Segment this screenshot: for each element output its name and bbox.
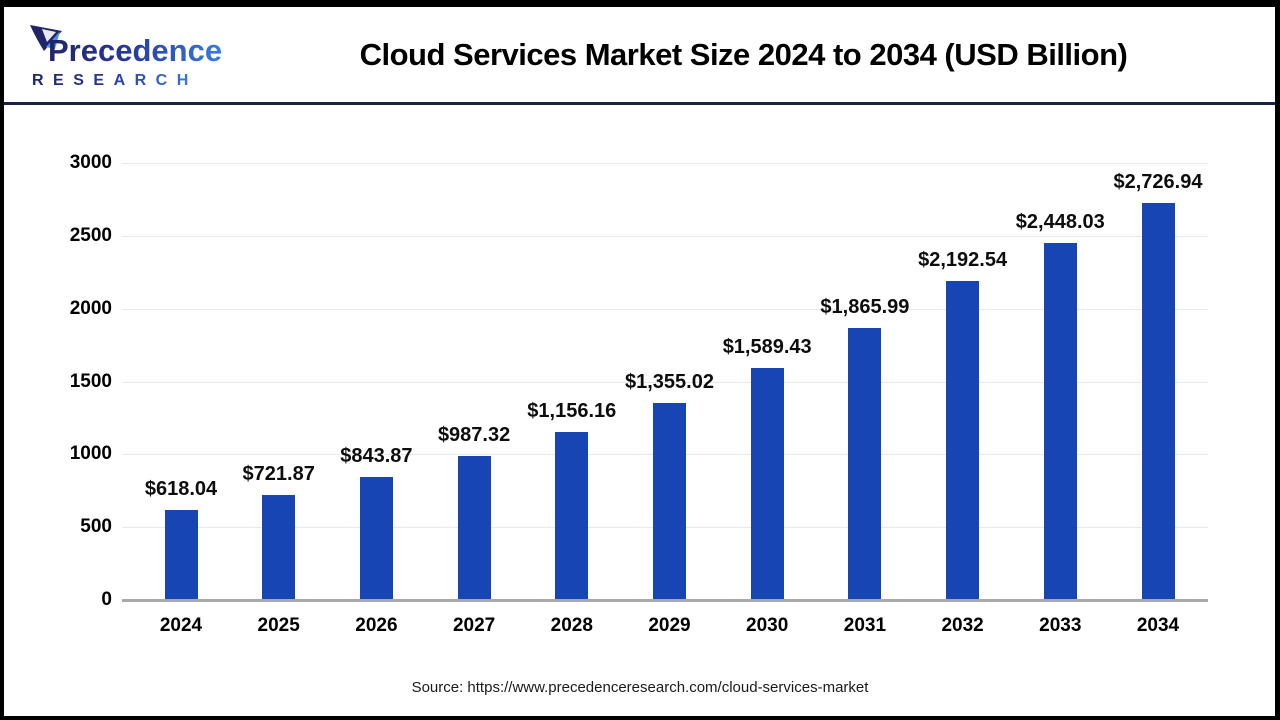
x-tick-label: 2034 (1136, 615, 1180, 636)
bar-2026 (359, 477, 393, 599)
x-tick-label: 2028 (550, 615, 593, 636)
bar-2025 (262, 494, 296, 599)
precedence-research-logo: Precedence RESEARCH (30, 25, 222, 89)
bar-value-label: $1,355.02 (625, 370, 714, 393)
bar-2033 (1043, 243, 1077, 599)
x-tick-label: 2033 (1039, 615, 1082, 636)
bar-2030 (750, 368, 784, 599)
x-tick-label: 2030 (746, 615, 789, 636)
bar-2028 (555, 431, 589, 599)
x-tick-label: 2027 (452, 615, 496, 636)
bar-value-label: $618.04 (144, 477, 218, 500)
bar-value-label: $1,865.99 (820, 296, 910, 319)
bar-value-label: $1,589.43 (722, 336, 812, 359)
bar-value-label: $843.87 (340, 445, 413, 468)
chart-title: Cloud Services Market Size 2024 to 2034 … (359, 37, 1128, 72)
bar-value-label: $1,156.16 (527, 399, 617, 422)
bar-value-label: $2,192.54 (918, 248, 1008, 271)
bar-2031 (848, 328, 882, 599)
bar-2034 (1141, 202, 1175, 599)
y-tick-label: 3000 (69, 152, 112, 173)
chart-header: Precedence RESEARCH Cloud Services Marke… (4, 7, 1275, 105)
bar-value-label: $2,448.03 (1015, 211, 1105, 234)
x-tick-label: 2032 (941, 615, 984, 636)
y-gridline (122, 381, 1208, 383)
bar-value-label: $987.32 (437, 424, 511, 447)
y-gridline (122, 308, 1208, 310)
bar-2027 (457, 456, 491, 599)
y-tick-label: 1500 (69, 370, 112, 392)
bar-2024 (164, 509, 198, 599)
x-axis-baseline (122, 599, 1208, 602)
bar-value-label: $2,726.94 (1113, 170, 1203, 193)
bar-value-label: $721.87 (242, 462, 315, 485)
logo-sub-text: RESEARCH (32, 72, 198, 89)
y-tick-label: 1000 (69, 443, 112, 465)
bar-2032 (946, 280, 980, 599)
y-tick-label: 2000 (69, 297, 112, 319)
x-tick-label: 2026 (355, 615, 398, 636)
y-tick-label: 2500 (69, 224, 112, 246)
source-attribution: Source: https://www.precedenceresearch.c… (411, 679, 869, 696)
y-tick-label: 0 (101, 589, 112, 610)
bar-2029 (653, 402, 686, 599)
x-tick-label: 2031 (843, 615, 887, 636)
y-gridline (122, 235, 1208, 237)
logo-brand-text: Precedence (48, 33, 222, 68)
logo-leaf-icon (30, 25, 62, 51)
y-gridline (122, 163, 1208, 164)
x-tick-label: 2029 (648, 615, 691, 636)
x-tick-label: 2024 (159, 615, 203, 636)
x-tick-label: 2025 (257, 615, 300, 636)
y-tick-label: 500 (80, 516, 112, 538)
